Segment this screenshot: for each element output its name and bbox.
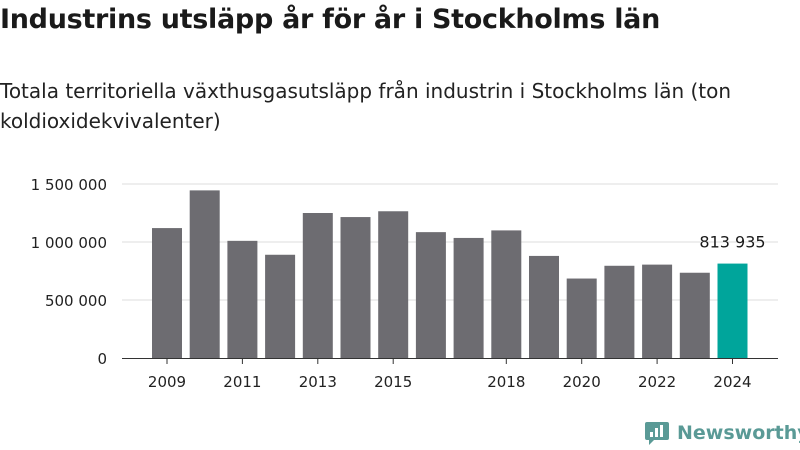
bar — [529, 255, 559, 358]
x-tick-label: 2018 — [487, 373, 525, 391]
newsworthy-logo: Newsworthy — [644, 420, 800, 446]
y-tick-label: 0 — [97, 350, 107, 368]
y-tick-label: 1 500 000 — [31, 176, 107, 194]
bar — [415, 232, 446, 358]
x-tick-label: 2009 — [148, 373, 186, 391]
bar — [679, 272, 710, 358]
x-tick-label: 2013 — [299, 373, 337, 391]
bar — [265, 254, 296, 358]
x-tick-label: 2015 — [374, 373, 412, 391]
x-tick-label: 2022 — [638, 373, 676, 391]
bar — [378, 211, 409, 358]
data-label: 813 935 — [699, 233, 765, 252]
bar — [453, 237, 484, 358]
y-tick-label: 500 000 — [45, 292, 107, 310]
x-tick-label: 2020 — [563, 373, 601, 391]
bar — [152, 228, 182, 358]
bar — [227, 240, 258, 358]
chart-subtitle: Totala territoriella växthusgasutsläpp f… — [0, 79, 732, 133]
highlight-bar — [717, 263, 748, 358]
bar — [604, 265, 635, 358]
bar — [642, 264, 673, 358]
newsworthy-logo-icon — [645, 422, 669, 445]
newsworthy-logo-text: Newsworthy — [677, 422, 800, 444]
bar — [189, 190, 220, 358]
y-tick-label: 1 000 000 — [31, 234, 107, 252]
x-tick-label: 2024 — [713, 373, 751, 391]
bar — [340, 217, 371, 358]
bar — [491, 230, 522, 358]
bar — [566, 278, 597, 358]
x-tick-label: 2011 — [223, 373, 261, 391]
chart-title: Industrins utsläpp år för år i Stockholm… — [0, 4, 661, 35]
bar — [302, 213, 333, 358]
